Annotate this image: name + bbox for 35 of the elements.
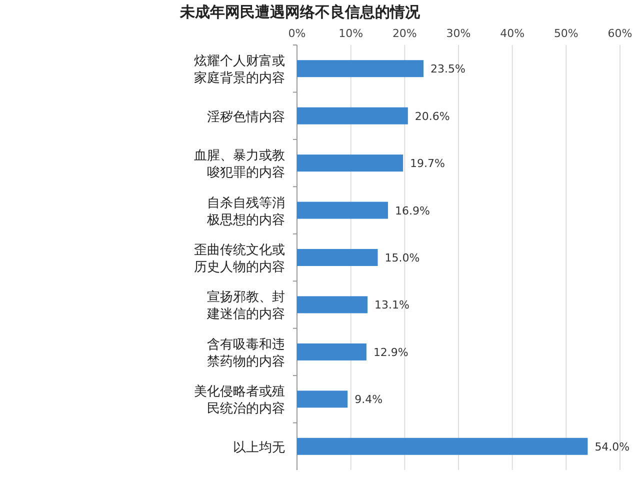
x-tick-label: 0% <box>288 27 306 40</box>
chart-title: 未成年网民遭遇网络不良信息的情况 <box>179 3 421 21</box>
y-tick-label: 歪曲传统文化或历史人物的内容 <box>194 243 285 275</box>
data-label: 15.0% <box>384 252 420 264</box>
x-tick-label: 60% <box>608 27 632 40</box>
data-label: 13.1% <box>374 298 410 312</box>
data-label: 20.6% <box>414 110 450 123</box>
bar <box>297 343 366 360</box>
data-label: 54.0% <box>594 440 630 454</box>
y-tick-label: 美化侵略者或殖民统治的内容 <box>194 384 285 417</box>
bar <box>297 154 404 172</box>
data-label: 9.4% <box>354 393 383 406</box>
x-tick-label: 20% <box>392 27 417 40</box>
bar <box>297 249 378 266</box>
data-label: 12.9% <box>373 346 408 359</box>
y-tick-label: 自杀自残等消极思想的内容 <box>206 196 285 228</box>
bar <box>297 438 588 455</box>
x-tick-label: 10% <box>338 27 364 40</box>
bar <box>297 202 388 219</box>
bar <box>297 60 424 78</box>
bar <box>297 107 408 124</box>
x-tick-label: 50% <box>554 27 578 40</box>
y-tick-label: 宣扬邪教、封建迷信的内容 <box>206 289 285 322</box>
bar <box>297 390 348 408</box>
x-tick-label: 40% <box>500 27 525 40</box>
y-tick-label: 以上均无 <box>233 440 285 456</box>
y-tick-label: 含有吸毒和违禁药物的内容 <box>207 337 285 370</box>
x-tick-label: 30% <box>446 27 471 40</box>
data-label: 19.7% <box>410 157 446 170</box>
y-tick-label: 炫耀个人财富或家庭背景的内容 <box>194 53 285 86</box>
y-tick-label: 淫秽色情内容 <box>207 108 285 125</box>
data-label: 16.9% <box>394 204 430 218</box>
bar <box>297 296 368 314</box>
data-label: 23.5% <box>430 62 466 76</box>
y-tick-label: 血腥、暴力或教唆犯罪的内容 <box>194 148 285 181</box>
